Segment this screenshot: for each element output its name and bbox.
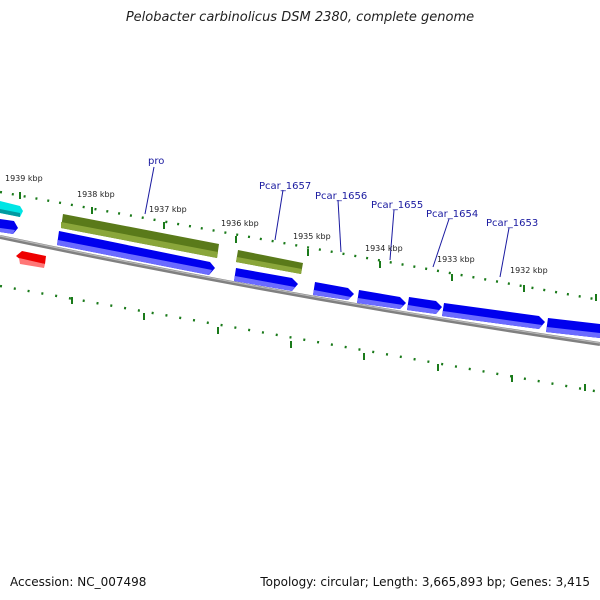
gene-label[interactable]: Pcar_1656 — [315, 191, 367, 202]
gene-label[interactable]: Pcar_1655 — [371, 200, 423, 211]
misc-feature[interactable] — [16, 251, 46, 268]
tick-label: 1939 kbp — [5, 174, 43, 183]
cds-feature[interactable] — [0, 219, 18, 234]
cds-feature[interactable] — [57, 231, 215, 275]
leader-line — [337, 199, 342, 253]
gene-label[interactable]: Pcar_1654 — [426, 209, 478, 220]
tick-label: 1934 kbp — [365, 244, 403, 253]
accession-text: Accession: NC_007498 — [10, 575, 147, 589]
leader-line — [432, 218, 450, 268]
inner-ruler-dots — [0, 284, 600, 394]
genome-backbone-highlight — [0, 235, 600, 344]
tick-label: 1938 kbp — [77, 190, 115, 199]
leader-line — [499, 227, 510, 278]
tick-label: 1932 kbp — [510, 266, 548, 275]
gene-label[interactable]: Pcar_1653 — [486, 218, 538, 229]
cds-feature[interactable] — [234, 268, 298, 291]
outer-ruler-major-ticks — [19, 192, 597, 301]
cds-feature[interactable] — [313, 282, 354, 300]
tick-label: 1936 kbp — [221, 219, 259, 228]
ruler-tick-labels: 1939 kbp 1938 kbp 1937 kbp 1936 kbp 1935… — [5, 174, 548, 275]
genome-backbone — [0, 235, 600, 346]
gene-feature[interactable] — [236, 250, 303, 274]
map-title: Pelobacter carbinolicus DSM 2380, comple… — [125, 10, 475, 25]
cds-feature[interactable] — [546, 318, 600, 338]
cds-feature[interactable] — [357, 290, 406, 309]
cds-feature[interactable] — [442, 303, 545, 329]
gene-label[interactable]: pro — [148, 156, 164, 167]
tick-label: 1933 kbp — [437, 255, 475, 264]
gene-label-leaders — [144, 166, 510, 278]
cds-feature[interactable] — [407, 297, 442, 314]
genome-summary-text: Topology: circular; Length: 3,665,893 bp… — [260, 575, 590, 589]
leader-line — [144, 166, 155, 215]
tick-label: 1935 kbp — [293, 232, 331, 241]
inner-ruler-major-ticks — [71, 297, 586, 391]
leader-line — [274, 189, 284, 241]
tick-label: 1937 kbp — [149, 205, 187, 214]
rna-feature[interactable] — [0, 201, 23, 217]
gene-label[interactable]: Pcar_1657 — [259, 181, 311, 192]
inner-ruler — [0, 284, 600, 394]
gene-labels: pro Pcar_1657 Pcar_1656 Pcar_1655 Pcar_1… — [148, 156, 538, 229]
leader-line — [389, 209, 395, 261]
gene-feature[interactable] — [61, 214, 219, 258]
